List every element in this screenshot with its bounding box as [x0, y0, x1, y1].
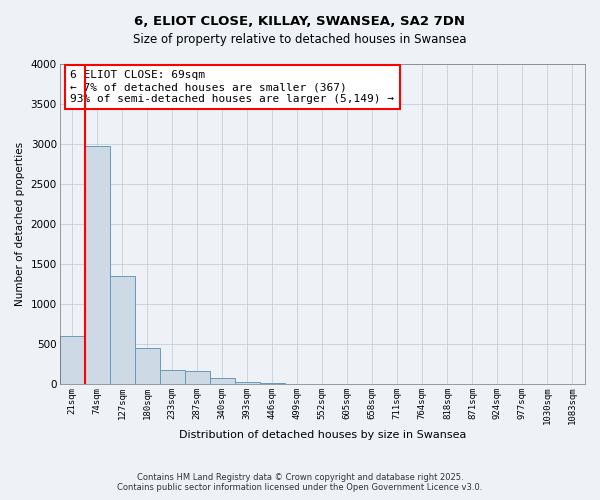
- Bar: [160, 370, 185, 384]
- X-axis label: Distribution of detached houses by size in Swansea: Distribution of detached houses by size …: [179, 430, 466, 440]
- Text: Size of property relative to detached houses in Swansea: Size of property relative to detached ho…: [133, 32, 467, 46]
- Bar: [210, 378, 235, 384]
- Text: 6 ELIOT CLOSE: 69sqm
← 7% of detached houses are smaller (367)
93% of semi-detac: 6 ELIOT CLOSE: 69sqm ← 7% of detached ho…: [70, 70, 394, 104]
- Bar: [110, 276, 134, 384]
- Bar: [260, 383, 285, 384]
- Bar: [134, 348, 160, 384]
- Bar: [85, 146, 110, 384]
- Text: Contains HM Land Registry data © Crown copyright and database right 2025.
Contai: Contains HM Land Registry data © Crown c…: [118, 473, 482, 492]
- Bar: [185, 371, 210, 384]
- Text: 6, ELIOT CLOSE, KILLAY, SWANSEA, SA2 7DN: 6, ELIOT CLOSE, KILLAY, SWANSEA, SA2 7DN: [134, 15, 466, 28]
- Bar: [235, 382, 260, 384]
- Bar: [59, 336, 85, 384]
- Y-axis label: Number of detached properties: Number of detached properties: [15, 142, 25, 306]
